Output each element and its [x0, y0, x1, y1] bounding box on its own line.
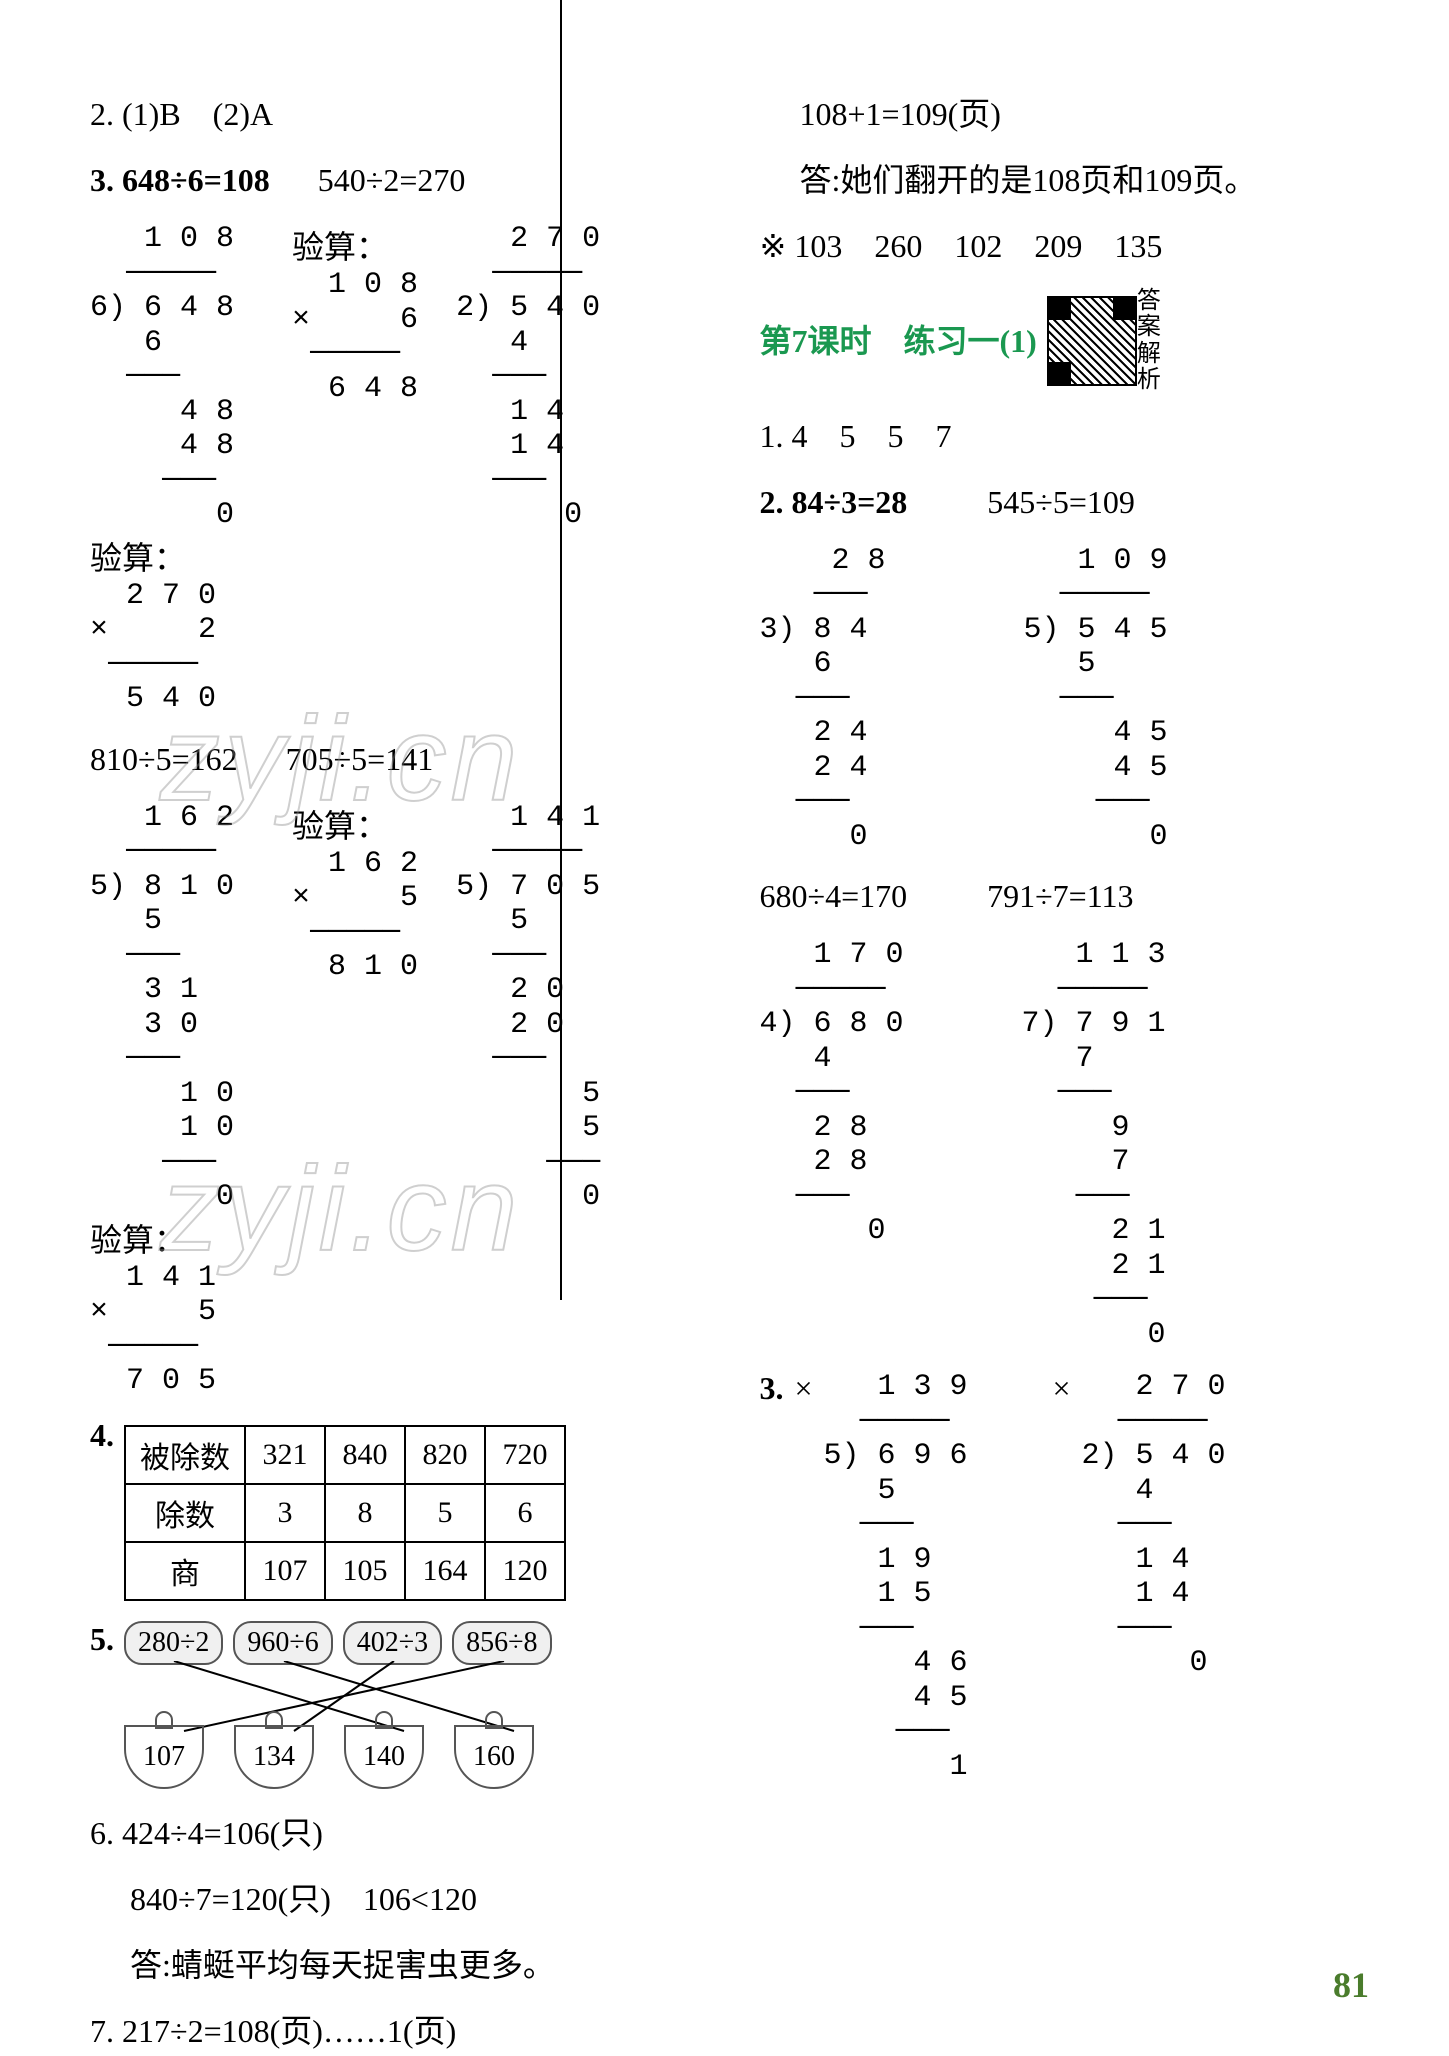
- leaf-3: 160: [454, 1725, 534, 1789]
- q3d: 705÷5=141: [286, 741, 434, 777]
- r-q3-label: 3.: [760, 1370, 784, 1406]
- th-dividend: 被除数: [125, 1426, 245, 1484]
- longdiv-696-5: 1 3 9 ───── 5) 6 9 6 5 ─── 1 9 1 5 ─── 4…: [824, 1370, 968, 1784]
- section-title: 第7课时 练习一(1): [760, 317, 1037, 365]
- koala-3: 856÷8: [452, 1621, 551, 1665]
- r-q2c: 680÷4=170: [760, 878, 908, 914]
- longdiv-705-5: 1 4 1 ───── 5) 7 0 5 5 ─── 2 0 2 0 ─── 5…: [456, 801, 600, 1215]
- th-quotient: 商: [125, 1542, 245, 1600]
- verify-162x5: 1 6 2 × 5 ───── 8 1 0: [292, 847, 418, 985]
- verify-108x6: 1 0 8 × 6 ───── 6 4 8: [292, 268, 418, 406]
- longdiv-648-6: 1 0 8 ───── 6) 6 4 8 6 ─── 4 8 4 8 ─── 0: [90, 222, 234, 533]
- verify-label-2: 验算：: [90, 540, 186, 576]
- leaf-1: 134: [234, 1725, 314, 1789]
- c1-0: 840: [325, 1426, 405, 1484]
- x-mark-2: ×: [1050, 1370, 1074, 1407]
- q3c: 810÷5=162: [90, 741, 238, 777]
- c0-2: 107: [245, 1542, 325, 1600]
- c3-2: 120: [485, 1542, 565, 1600]
- c3-1: 6: [485, 1484, 565, 1542]
- r-top2: 答:她们翻开的是108页和109页。: [760, 156, 1390, 204]
- longdiv-545-5: 1 0 9 ───── 5) 5 4 5 5 ─── 4 5 4 5 ─── 0: [1024, 544, 1168, 855]
- q6b: 840÷7=120(只) 106<120: [90, 1875, 720, 1923]
- q3b: 540÷2=270: [318, 162, 466, 198]
- left-column: 2. (1)B (2)A 3. 648÷6=108 540÷2=270 1 0 …: [90, 90, 720, 1996]
- c2-2: 164: [405, 1542, 485, 1600]
- q6a: 6. 424÷4=106(只): [90, 1809, 720, 1857]
- verify-label-3: 验算：: [292, 808, 388, 844]
- q4-label: 4.: [90, 1417, 114, 1454]
- koala-2: 402÷3: [343, 1621, 442, 1665]
- r-star: ※ 103 260 102 209 135: [760, 222, 1390, 270]
- longdiv-680-4: 1 7 0 ───── 4) 6 8 0 4 ─── 2 8 2 8 ─── 0: [760, 938, 904, 1249]
- x-mark-1: ×: [792, 1370, 816, 1407]
- q7: 7. 217÷2=108(页)……1(页): [90, 2007, 720, 2055]
- c2-1: 5: [405, 1484, 485, 1542]
- verify-270x2: 2 7 0 × 2 ───── 5 4 0: [90, 579, 216, 717]
- longdiv-84-3: 2 8 ─── 3) 8 4 6 ─── 2 4 2 4 ─── 0: [760, 544, 886, 855]
- qr-label: 答案解析: [1137, 288, 1165, 394]
- longdiv-810-5: 1 6 2 ───── 5) 8 1 0 5 ─── 3 1 3 0 ─── 1…: [90, 801, 234, 1215]
- c0-1: 3: [245, 1484, 325, 1542]
- c1-1: 8: [325, 1484, 405, 1542]
- q5-label: 5.: [90, 1621, 114, 1658]
- longdiv-540-2b: 2 7 0 ───── 2) 5 4 0 4 ─── 1 4 1 4 ─── 0: [1082, 1370, 1226, 1681]
- verify-label-1: 验算：: [292, 229, 388, 265]
- verify-label-4: 验算：: [90, 1222, 186, 1258]
- q3a: 3. 648÷6=108: [90, 162, 270, 198]
- leaf-2: 140: [344, 1725, 424, 1789]
- c1-2: 105: [325, 1542, 405, 1600]
- th-divisor: 除数: [125, 1484, 245, 1542]
- page-number: 81: [1333, 1964, 1369, 2006]
- c0-0: 321: [245, 1426, 325, 1484]
- longdiv-791-7: 1 1 3 ───── 7) 7 9 1 7 ─── 9 7 ─── 2 1 2…: [1022, 938, 1166, 1352]
- right-column: 108+1=109(页) 答:她们翻开的是108页和109页。 ※ 103 26…: [760, 90, 1390, 1996]
- c2-0: 820: [405, 1426, 485, 1484]
- c3-0: 720: [485, 1426, 565, 1484]
- longdiv-540-2: 2 7 0 ───── 2) 5 4 0 4 ─── 1 4 1 4 ─── 0: [456, 222, 600, 533]
- r-q2b: 545÷5=109: [987, 484, 1135, 520]
- division-table: 被除数 321 840 820 720 除数 3 8 5 6 商 107 105: [124, 1425, 566, 1601]
- koala-1: 960÷6: [233, 1621, 332, 1665]
- r-q2a: 2. 84÷3=28: [760, 484, 908, 520]
- leaf-0: 107: [124, 1725, 204, 1789]
- q2: 2. (1)B (2)A: [90, 90, 720, 138]
- q6c: 答:蜻蜓平均每天捉害虫更多。: [90, 1941, 720, 1989]
- r-q1: 1. 4 5 5 7: [760, 412, 1390, 460]
- verify-141x5: 1 4 1 × 5 ───── 7 0 5: [90, 1261, 216, 1399]
- koala-0: 280÷2: [124, 1621, 223, 1665]
- qr-code-icon: [1047, 296, 1137, 386]
- r-top1: 108+1=109(页): [760, 90, 1390, 138]
- column-divider: [560, 0, 562, 1300]
- r-q2d: 791÷7=113: [987, 878, 1133, 914]
- koala-row: 280÷2 960÷6 402÷3 856÷8: [124, 1621, 552, 1665]
